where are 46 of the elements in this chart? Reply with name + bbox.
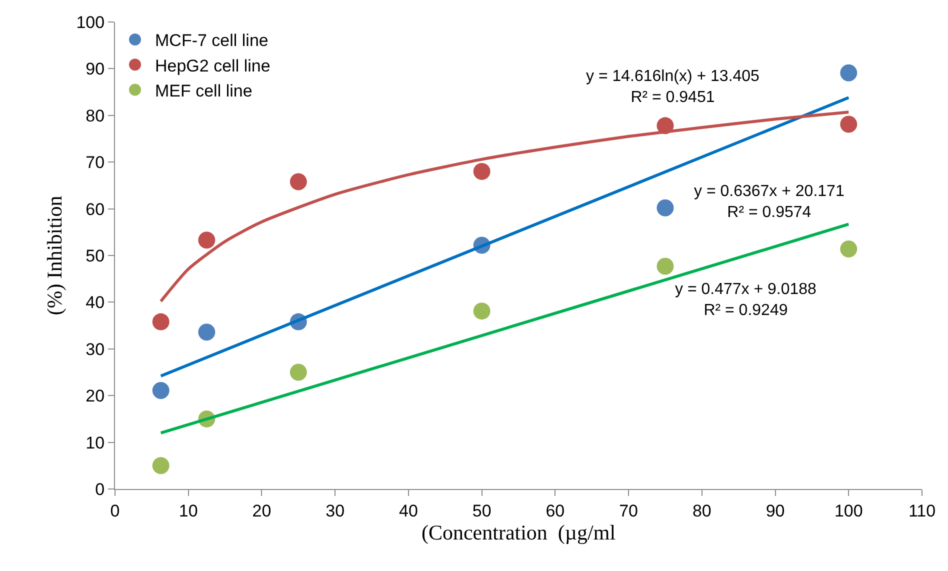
x-tick-label: 110 (908, 501, 936, 520)
point (152, 457, 170, 474)
y-tick-label: 70 (86, 153, 105, 172)
point (152, 382, 170, 399)
x-tick-label: 10 (178, 501, 198, 520)
y-tick-label: 30 (86, 340, 105, 359)
y-tick-label: 50 (86, 246, 105, 266)
y-tick-label: 10 (86, 433, 105, 452)
point (290, 173, 307, 190)
point (198, 324, 216, 341)
y-tick-label: 60 (86, 200, 105, 219)
y-axis-title: (%) Inhibition (42, 195, 66, 316)
x-tick-label: 40 (398, 501, 418, 520)
annotation: y = 0.477x + 9.0188 R² = 0.9249 (675, 281, 817, 319)
point (473, 162, 490, 180)
y-tick-label: 40 (86, 293, 105, 312)
y-tick-label: 100 (76, 12, 105, 32)
annotation: y = 14.616ln(x) + 13.405 R² = 0.9451 (586, 68, 760, 106)
x-tick-label: 80 (692, 501, 712, 520)
x-tick-label: 90 (766, 501, 785, 520)
x-tick-label: 100 (834, 501, 863, 520)
x-tick-label: 20 (252, 501, 272, 520)
legend-label: MCF-7 cell line (155, 31, 268, 50)
line-series (159, 110, 850, 303)
point (656, 199, 674, 216)
legend-label: HepG2 cell line (155, 56, 270, 76)
point (473, 302, 490, 320)
annotation: y = 0.6367x + 20.171 R² = 0.9574 (694, 183, 844, 221)
x-tick-label: 30 (326, 501, 345, 520)
y-tick-label: 0 (95, 480, 105, 499)
y-tick-label: 80 (86, 106, 105, 126)
point (840, 240, 858, 258)
point (840, 64, 858, 82)
point (290, 364, 307, 381)
point (198, 232, 216, 249)
y-tick-label: 90 (86, 60, 105, 79)
y-tick-label: 20 (86, 386, 105, 406)
x-tick-label: 70 (619, 501, 638, 520)
point (152, 313, 170, 330)
point (656, 258, 674, 275)
legend-label: MEF cell line (155, 81, 252, 100)
x-tick-label: 50 (472, 501, 492, 520)
x-tick-label: 60 (546, 501, 565, 520)
x-axis-title: (Concentration (µg/ml (421, 520, 616, 544)
point (840, 116, 858, 133)
x-tick-label: 0 (110, 501, 120, 520)
